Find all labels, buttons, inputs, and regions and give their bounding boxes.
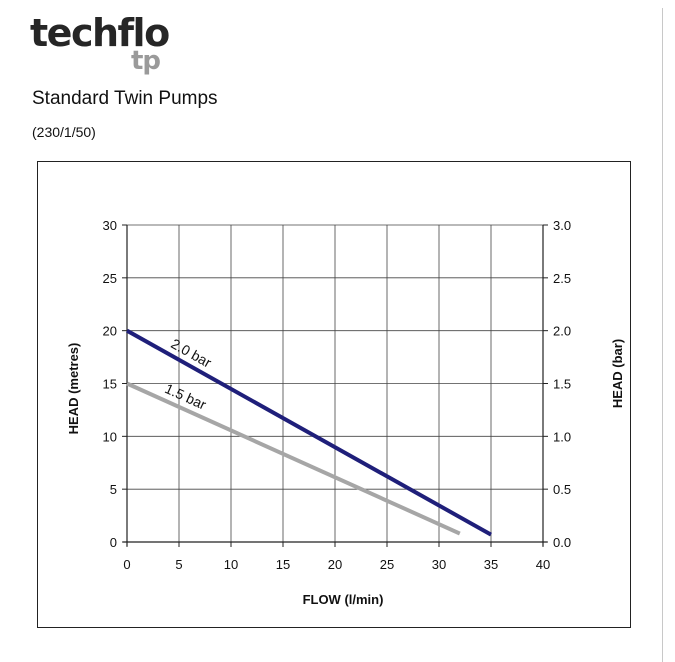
x-tick-label: 35 bbox=[484, 557, 498, 572]
logo-tp: tp bbox=[131, 46, 161, 76]
y2-tick-label: 2.0 bbox=[553, 324, 571, 339]
x-tick-label: 0 bbox=[123, 557, 130, 572]
y2-tick-label: 0.0 bbox=[553, 535, 571, 550]
y-tick-label: 0 bbox=[110, 535, 117, 550]
y-axis-title: HEAD (metres) bbox=[66, 343, 81, 435]
y-tick-label: 20 bbox=[103, 324, 117, 339]
y-tick-label: 25 bbox=[103, 271, 117, 286]
page-edge-line bbox=[662, 8, 663, 662]
series-line-2-0-bar bbox=[126, 328, 492, 537]
x-tick-label: 30 bbox=[432, 557, 446, 572]
x-tick-label: 5 bbox=[175, 557, 182, 572]
y-tick-label: 10 bbox=[103, 429, 117, 444]
chart-frame bbox=[37, 161, 631, 628]
y2-tick-label: 0.5 bbox=[553, 482, 571, 497]
x-tick-label: 25 bbox=[380, 557, 394, 572]
x-tick-label: 10 bbox=[224, 557, 238, 572]
y2-tick-label: 1.5 bbox=[553, 377, 571, 392]
y2-tick-label: 1.0 bbox=[553, 429, 571, 444]
x-tick-label: 40 bbox=[536, 557, 550, 572]
y-tick-label: 5 bbox=[110, 482, 117, 497]
techflo-logo: techflo tp bbox=[30, 11, 170, 74]
y2-axis-title: HEAD (bar) bbox=[610, 339, 625, 408]
x-tick-label: 15 bbox=[276, 557, 290, 572]
series-line-1-5-bar bbox=[126, 381, 461, 536]
x-tick-label: 20 bbox=[328, 557, 342, 572]
y2-tick-label: 2.5 bbox=[553, 271, 571, 286]
y-tick-label: 30 bbox=[103, 218, 117, 233]
x-axis-title: FLOW (l/min) bbox=[303, 592, 384, 607]
logo-wordmark: techflo bbox=[30, 11, 170, 55]
page-title: Standard Twin Pumps bbox=[32, 88, 218, 109]
y2-tick-label: 3.0 bbox=[553, 218, 571, 233]
y-tick-label: 15 bbox=[103, 377, 117, 392]
page-subtitle: (230/1/50) bbox=[32, 124, 96, 140]
